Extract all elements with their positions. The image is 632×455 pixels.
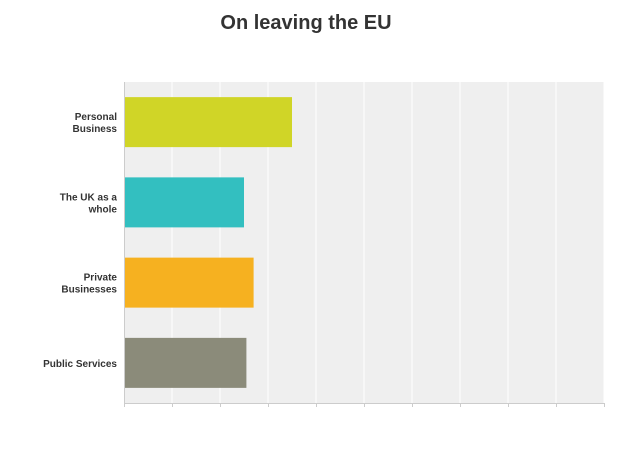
category-label: Personal Business: [73, 112, 118, 135]
category-label: Private Businesses: [61, 273, 117, 296]
bar: [124, 257, 254, 308]
bar: [124, 337, 247, 388]
bar: [124, 97, 292, 148]
category-label: Public Services: [43, 359, 117, 370]
category-label: The UK as a whole: [60, 192, 118, 215]
bar: [124, 177, 244, 228]
chart-title: On leaving the EU: [220, 12, 392, 34]
